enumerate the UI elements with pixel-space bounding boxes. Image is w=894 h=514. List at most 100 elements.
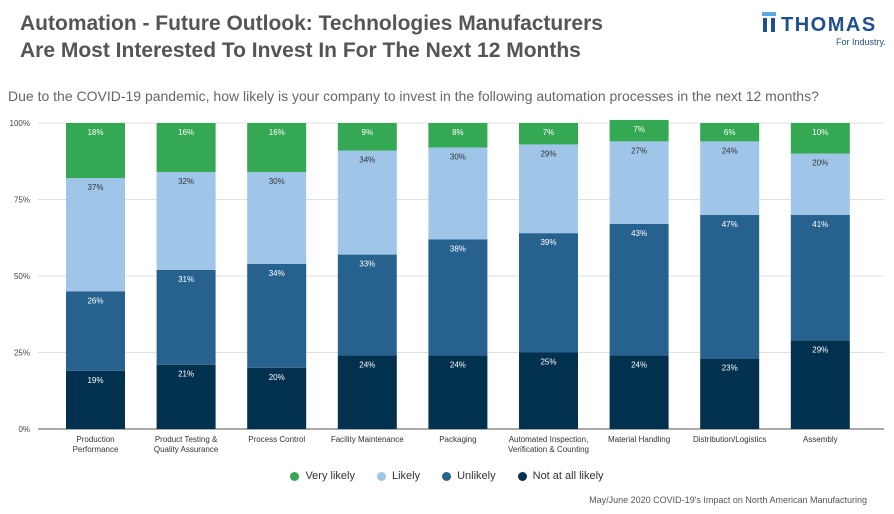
data-label: 7%	[543, 128, 555, 137]
logo-tagline: For Industry.	[836, 37, 886, 47]
x-tick-label: Process Control	[248, 435, 305, 444]
title-line-2: Are Most Interested To Invest In For The…	[20, 39, 581, 62]
data-label: 18%	[87, 128, 103, 137]
bar-segment	[247, 367, 307, 429]
chart-title: Due to the COVID-19 pandemic, how likely…	[8, 88, 819, 104]
footnote: May/June 2020 COVID-19's Impact on North…	[589, 495, 867, 505]
legend-swatch-icon	[376, 471, 386, 481]
bar-segment	[428, 123, 488, 148]
data-label: 16%	[178, 128, 194, 137]
bar-segment	[519, 352, 578, 429]
data-label: 6%	[724, 128, 736, 137]
bar-segment	[428, 239, 488, 356]
logo-text: THOMAS	[781, 14, 877, 36]
data-label: 34%	[359, 156, 375, 165]
y-tick-label: 50%	[14, 272, 30, 281]
data-label: 29%	[540, 149, 556, 158]
x-tick-label: Performance	[73, 445, 119, 454]
legend-item: Unlikely	[442, 470, 496, 482]
data-label: 43%	[631, 229, 647, 238]
bar-segment	[337, 355, 397, 429]
legend-swatch-icon	[442, 471, 452, 481]
y-tick-label: 75%	[14, 196, 30, 205]
data-label: 20%	[269, 373, 285, 382]
bar-segment	[156, 269, 216, 365]
logo-mark-icon	[762, 12, 776, 16]
logo-bar-icon	[763, 18, 767, 32]
bar-segment	[700, 214, 760, 359]
y-tick-label: 100%	[10, 119, 30, 128]
data-label: 29%	[812, 345, 828, 354]
legend-label: Unlikely	[457, 470, 496, 482]
x-tick-label: Distribution/Logistics	[693, 435, 766, 444]
bar-segment	[156, 364, 216, 429]
x-tick-label: Assembly	[803, 435, 838, 444]
bar-segment	[700, 141, 760, 215]
bar-segment	[609, 223, 669, 356]
data-label: 10%	[812, 128, 828, 137]
legend: Very likely Likely Unlikely Not at all like…	[0, 470, 894, 482]
data-label: 19%	[87, 376, 103, 385]
bar-segment	[700, 358, 760, 429]
x-tick-label: Packaging	[439, 435, 476, 444]
data-label: 30%	[450, 152, 466, 161]
legend-item: Not at all likely	[517, 470, 604, 482]
data-label: 37%	[87, 183, 103, 192]
data-label: 41%	[812, 220, 828, 229]
page-title: Automation - Future Outlook: Technologie…	[20, 10, 603, 64]
data-label: 7%	[633, 125, 645, 134]
legend-label: Very likely	[305, 470, 355, 482]
data-label: 25%	[540, 358, 556, 367]
x-tick-label: Facility Maintenance	[331, 435, 404, 444]
data-label: 24%	[722, 146, 738, 155]
data-label: 32%	[178, 177, 194, 186]
data-label: 21%	[178, 370, 194, 379]
bar-segment	[790, 340, 850, 429]
x-tick-label: Production	[76, 435, 114, 444]
legend-swatch-icon	[517, 471, 527, 481]
bar-segment	[337, 254, 397, 356]
bar-segment	[519, 233, 578, 353]
bar-segment	[156, 171, 216, 270]
logo-bar-icon	[771, 18, 775, 32]
data-label: 8%	[452, 128, 464, 137]
legend-swatch-icon	[290, 471, 300, 481]
data-label: 30%	[269, 177, 285, 186]
x-tick-label: Material Handling	[608, 435, 670, 444]
data-label: 23%	[722, 364, 738, 373]
data-label: 24%	[359, 361, 375, 370]
x-tick-label: Quality Assurance	[154, 445, 219, 454]
bar-segment	[790, 123, 850, 154]
data-label: 26%	[87, 296, 103, 305]
y-tick-label: 25%	[14, 349, 30, 358]
x-tick-label: Product Testing &	[155, 435, 218, 444]
bar-segment	[519, 123, 578, 145]
bar-segment	[609, 355, 669, 429]
data-label: 31%	[178, 275, 194, 284]
data-label: 16%	[269, 128, 285, 137]
bar-segment	[790, 153, 850, 215]
bar-segment	[247, 171, 307, 264]
data-label: 24%	[450, 361, 466, 370]
bar-segment	[428, 355, 488, 429]
bar-segment	[247, 263, 307, 368]
data-label: 47%	[722, 220, 738, 229]
bar-segment	[66, 370, 125, 429]
bar-segment	[156, 123, 216, 172]
bar-segment	[519, 144, 578, 234]
bar-segment	[337, 123, 397, 151]
data-label: 34%	[269, 269, 285, 278]
bar-segment	[609, 119, 669, 142]
legend-item: Very likely	[290, 470, 355, 482]
title-line-1: Automation - Future Outlook: Technologie…	[20, 12, 603, 35]
legend-item: Likely	[376, 470, 420, 482]
data-label: 33%	[359, 260, 375, 269]
bar-segment	[700, 123, 760, 142]
legend-label: Not at all likely	[532, 470, 604, 482]
bar-segment	[66, 123, 125, 179]
data-label: 39%	[540, 238, 556, 247]
bar-segment	[790, 214, 850, 341]
data-label: 38%	[450, 244, 466, 253]
